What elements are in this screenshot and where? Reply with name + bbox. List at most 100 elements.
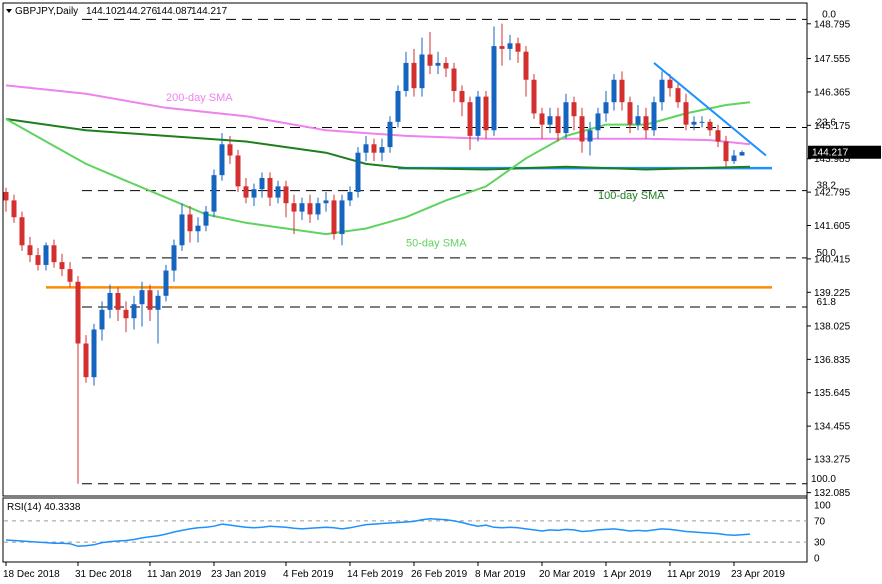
price-tick-label: 133.275 xyxy=(814,455,851,466)
trendline xyxy=(653,62,767,157)
candle-body xyxy=(539,113,545,125)
candle-body xyxy=(619,79,625,103)
last-price-tag: 144.217 xyxy=(808,145,881,159)
ohlc-open: 144.102 xyxy=(86,6,123,17)
date-tick-label: 31 Dec 2018 xyxy=(75,569,132,580)
fib-level-label: 38.2 xyxy=(817,181,837,192)
candle-body xyxy=(715,130,721,142)
candle-body xyxy=(283,186,289,204)
candle-body xyxy=(515,43,521,52)
candle-body xyxy=(195,225,201,232)
candle-body xyxy=(667,79,673,89)
candle-body xyxy=(403,62,409,91)
candle-body xyxy=(483,96,489,131)
candle-body xyxy=(411,62,417,89)
price-tick-label: 134.455 xyxy=(814,422,851,433)
price-tick-label: 141.605 xyxy=(814,221,851,232)
fibonacci-levels: 0.0 23.6 38.2 50.0 61.8 100.0 xyxy=(82,9,837,485)
price-tick-label: 142.795 xyxy=(814,188,851,199)
date-tick-label: 14 Feb 2019 xyxy=(347,569,404,580)
candle-body xyxy=(635,116,641,125)
candle-body xyxy=(379,147,385,153)
candle-body xyxy=(275,186,281,198)
candle-body xyxy=(299,203,305,212)
date-tick-label: 18 Dec 2018 xyxy=(3,569,60,580)
candle-body xyxy=(555,116,561,134)
date-tick-label: 20 Mar 2019 xyxy=(539,569,596,580)
candle-body xyxy=(147,290,153,310)
candle-body xyxy=(331,200,337,235)
last-price-label: 144.217 xyxy=(812,148,849,159)
candle-body xyxy=(235,155,241,187)
candle-body xyxy=(131,304,137,319)
annotations: 200-day SMA 100-day SMA 50-day SMA xyxy=(166,92,665,250)
candle-body xyxy=(659,79,665,103)
candle-body xyxy=(419,54,425,89)
rsi-line xyxy=(5,518,751,548)
candle-body xyxy=(307,203,313,215)
candle-body xyxy=(595,113,601,131)
price-tick-label: 146.365 xyxy=(814,87,851,98)
candle-body xyxy=(115,292,121,310)
candle-body xyxy=(371,144,377,153)
candle-body xyxy=(219,144,225,176)
candle-body xyxy=(187,214,193,232)
ohlc-high: 144.276 xyxy=(121,6,158,17)
candles xyxy=(3,23,745,484)
price-tick-label: 132.085 xyxy=(814,488,851,499)
price-tick-label: 140.415 xyxy=(814,254,851,265)
candle-body xyxy=(723,141,729,162)
price-tick-label: 147.555 xyxy=(814,54,851,65)
candle-body xyxy=(603,102,609,114)
moving-average-line xyxy=(5,118,751,171)
candle-body xyxy=(651,102,657,131)
candle-body xyxy=(523,51,529,80)
sma-annotation: 200-day SMA xyxy=(166,92,233,104)
date-tick-label: 11 Jan 2019 xyxy=(147,569,202,580)
candle-body xyxy=(611,79,617,103)
date-tick-label: 4 Feb 2019 xyxy=(283,569,334,580)
moving-average-line xyxy=(5,84,751,146)
candle-body xyxy=(59,262,65,270)
date-tick-label: 8 Mar 2019 xyxy=(475,569,526,580)
candle-body xyxy=(579,116,585,142)
rsi-indicator: 100 70 30 0 xyxy=(4,501,831,565)
candle-body xyxy=(571,102,577,117)
candle-body xyxy=(731,155,737,162)
rsi-tick-label: 0 xyxy=(814,554,820,565)
ohlc-low: 144.087 xyxy=(156,6,193,17)
date-tick-label: 26 Feb 2019 xyxy=(411,569,468,580)
candle-body xyxy=(35,255,41,265)
candle-body xyxy=(563,102,569,134)
candle-body xyxy=(363,144,369,153)
candle-body xyxy=(11,200,17,218)
candle-body xyxy=(67,269,73,282)
date-tick-label: 23 Jan 2019 xyxy=(211,569,266,580)
candle-body xyxy=(163,270,169,296)
candle-body xyxy=(643,116,649,131)
candle-body xyxy=(459,90,465,103)
candle-body xyxy=(451,68,457,91)
candle-body xyxy=(323,200,329,204)
symbol-label: GBPJPY,Daily xyxy=(15,6,78,17)
candle-body xyxy=(171,245,177,271)
candle-body xyxy=(355,152,361,192)
price-tick-label: 136.835 xyxy=(814,355,851,366)
candle-body xyxy=(475,96,481,136)
candle-body xyxy=(387,121,393,148)
sma-annotation: 50-day SMA xyxy=(406,238,467,250)
resistance-trendline xyxy=(653,62,767,157)
candle-body xyxy=(91,329,97,378)
candle-body xyxy=(347,191,353,201)
candle-body xyxy=(259,177,265,190)
candle-body xyxy=(3,191,9,201)
candle-body xyxy=(75,281,81,344)
candle-body xyxy=(123,309,129,319)
fib-level-label: 50.0 xyxy=(817,248,837,259)
candle-body xyxy=(499,46,505,49)
sma-annotation: 100-day SMA xyxy=(598,190,665,202)
date-tick-label: 23 Apr 2019 xyxy=(731,569,785,580)
rsi-label: RSI(14) 40.3338 xyxy=(7,502,81,513)
